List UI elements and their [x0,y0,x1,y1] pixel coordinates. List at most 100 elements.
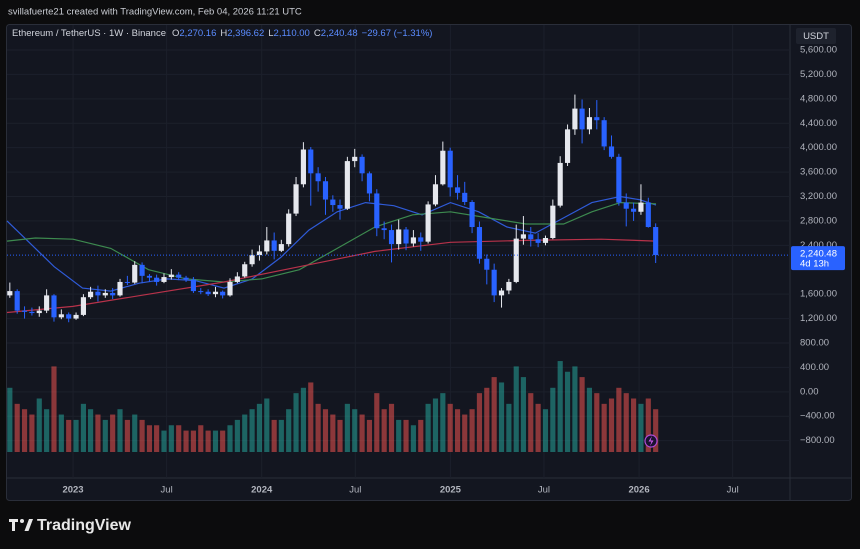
volume-bar [198,425,204,452]
candle-body [220,291,226,296]
candle-body [286,213,292,245]
volume-bar [579,377,585,452]
credit: svillafuerte21 created with TradingView.… [8,7,302,18]
candle-body [337,205,343,209]
candle-body [21,310,28,312]
candle-body [168,274,174,278]
candle-body [117,281,123,296]
volume-bar [73,419,79,452]
volume-bar [396,419,402,452]
change: −29.67 (−1.31%) [362,28,433,39]
volume-bar [117,409,123,452]
candle-body [36,310,42,314]
volume-bar [132,414,138,452]
y-tick-label: 400.00 [800,362,829,373]
candle-body [124,281,130,283]
volume-bar [410,425,416,452]
volume-bar [484,387,490,452]
volume-bar [190,430,196,452]
volume-bar [29,414,35,452]
candle-body [190,279,196,292]
candle-body [564,129,571,163]
volume-bar [425,403,431,452]
candle-body [557,162,563,206]
y-tick-label: 3,200.00 [800,191,837,202]
volume-bar [286,409,292,452]
volume-bar [506,403,512,452]
candle-body [330,199,336,206]
candle-body [469,201,475,228]
candle-body [425,204,431,242]
brand: TradingView [37,517,132,534]
candle-body [271,240,277,251]
x-tick-label: 2023 [62,485,83,496]
logo-dot [20,519,24,523]
volume-bar [403,419,409,452]
volume-bar [462,414,468,452]
candle-body [476,227,483,259]
candle-body [432,184,439,205]
volume-bar [454,409,461,452]
volume-bar [168,425,174,452]
logo-slash [24,519,33,531]
volume-bar [176,425,182,452]
candle-body [176,274,182,278]
y-tick-label: 800.00 [800,338,829,349]
volume-bar [337,419,343,452]
candle-body [513,238,519,282]
volume-bar [139,419,145,452]
candles [7,94,659,323]
candle-body [388,230,395,245]
candle-body [256,251,263,256]
volume-bar [308,382,314,452]
legend: Ethereum / TetherUS · 1W · Binance O2,270… [12,28,432,39]
candle-body [29,311,35,314]
candle-body [645,202,651,228]
candle-body [418,237,424,242]
candle-body [447,150,453,188]
candle-body [300,149,306,185]
y-tick-label: −400.00 [800,411,835,422]
ohlc-value: 2,270.16 [179,28,216,39]
volume-bar [388,403,395,452]
volume-bar [344,403,350,452]
moving-average [6,195,657,292]
logo-mark [9,519,18,531]
ohlc-value: 2,110.00 [274,28,310,39]
volume-bar [110,414,116,452]
candle-body [352,156,358,162]
y-tick-label: 5,600.00 [800,45,837,56]
volume-bar [234,419,240,452]
volume-bar [322,409,329,452]
volume-bar [300,387,306,452]
moving-average [6,201,657,283]
volume-bar [535,403,541,452]
x-tick-label: Jul [538,485,550,496]
candle-body [205,291,211,295]
volume-bar [227,425,233,452]
volume-bar [88,409,94,452]
axes: 5,600.00 5,200.00 4,800.00 4,400.00 4,000.00… [7,45,845,496]
volume-bar [491,377,497,452]
y-tick-label: 4,800.00 [800,93,837,104]
candle-body [139,264,145,276]
volume-bar [498,382,505,452]
volume-bar [154,425,160,452]
candle-body [586,117,593,130]
candle-body [601,120,607,147]
volume-bar [66,419,72,452]
y-tick-label: 4,400.00 [800,118,837,129]
volume-bar [256,403,263,452]
volume-bar [469,409,475,452]
y-tick-label: 3,600.00 [800,167,837,178]
currency: USDT [803,31,829,42]
moving-averages [6,195,657,314]
candle-body [528,234,534,240]
volume-bar [161,430,167,452]
volume-bar [212,430,219,452]
volume-bar [513,366,519,452]
candle-body [308,149,314,174]
volume-bar [7,387,13,452]
candle-body [183,277,189,280]
candle-body [154,277,160,282]
